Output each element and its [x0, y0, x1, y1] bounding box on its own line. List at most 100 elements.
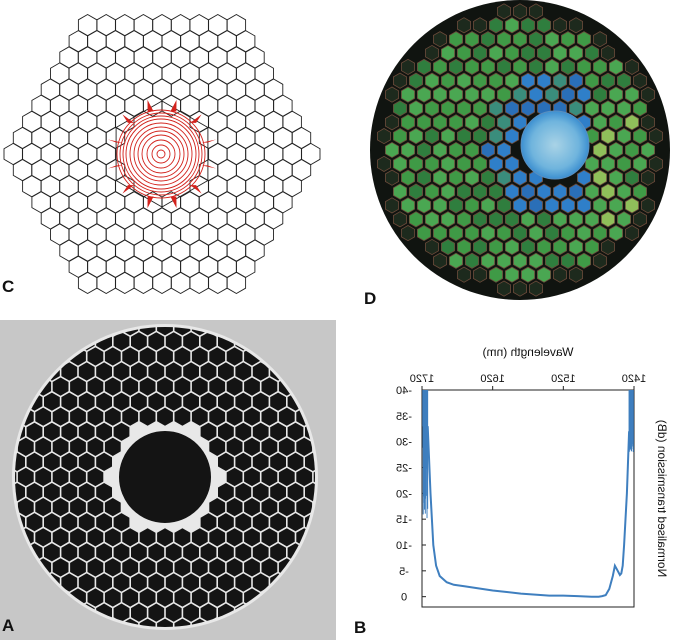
micrograph-cell [584, 72, 600, 89]
micrograph-cell [496, 280, 512, 297]
micrograph-cell [441, 72, 455, 89]
micrograph-cell [624, 197, 640, 214]
micrograph-cell [488, 17, 504, 34]
micrograph-cell [600, 100, 616, 117]
y-tick-label: -5 [399, 566, 409, 578]
sem-cell [52, 377, 69, 396]
x-tick-label: 1720 [410, 373, 434, 385]
micrograph-cell [560, 252, 576, 269]
micrograph-cell [457, 266, 472, 283]
y-tick-label: -20 [396, 488, 412, 500]
mode-contour-ring [137, 130, 185, 178]
micrograph-cell [568, 183, 584, 200]
micrograph-cell [520, 266, 536, 283]
micrograph-cell [441, 183, 455, 200]
micrograph-cell [520, 17, 536, 34]
sem-cell [122, 347, 139, 366]
sem-cell [148, 362, 165, 381]
micrograph-cell [488, 72, 504, 89]
sem-cell [26, 483, 43, 502]
micrograph-cell [512, 169, 528, 186]
sem-cell [235, 483, 252, 502]
panel-d-label: D [364, 289, 377, 308]
sem-cell [70, 467, 86, 487]
micrograph-cell [433, 114, 447, 131]
sem-cell [131, 362, 147, 381]
sem-cell [235, 452, 252, 471]
sem-cell [44, 452, 60, 471]
panel-b-chart: 1420 1520 1620 1720 Wavelength (nm) -40 -35 -30… [396, 345, 669, 608]
micrograph-cell [465, 86, 480, 103]
panel-a-label-text: A [2, 616, 15, 635]
micrograph-cell [480, 114, 496, 131]
sem-cell [226, 528, 243, 547]
y-tick-label: -40 [396, 385, 412, 397]
sem-cell [15, 452, 25, 471]
sem-cell [44, 513, 60, 532]
sem-cell [61, 422, 78, 441]
micrograph-cell [457, 155, 472, 172]
micrograph-cell [600, 72, 616, 89]
sem-cell [244, 558, 260, 577]
micrograph-cell [425, 44, 439, 62]
sem-cell [261, 528, 278, 547]
micrograph-cell [600, 183, 616, 200]
micrograph-cell [528, 280, 544, 297]
micrograph-cell [504, 44, 520, 62]
micrograph-cell [576, 169, 592, 186]
sem-cell [165, 543, 182, 562]
micrograph-cell [552, 238, 568, 256]
micrograph-cell [576, 86, 592, 103]
sem-cell [96, 362, 112, 381]
sem-cell [261, 407, 278, 426]
micrograph-cell [496, 197, 512, 214]
micrograph-cell [441, 100, 455, 117]
guided-mode-core [520, 110, 590, 180]
sem-cell [17, 437, 34, 456]
micrograph-cell [624, 58, 640, 75]
sem-cell [252, 513, 269, 532]
micrograph-cell [433, 197, 447, 214]
sem-cell [218, 483, 234, 502]
micrograph-cell [600, 238, 616, 256]
sem-cell [165, 362, 182, 381]
core-boundary [115, 100, 209, 208]
micrograph-cell [433, 31, 447, 48]
sem-cell [183, 392, 199, 411]
sem-cell [218, 513, 234, 532]
sem-cell [104, 558, 121, 577]
micrograph-cell [592, 141, 608, 159]
micrograph-cell [465, 225, 480, 242]
micrograph-cell [616, 72, 632, 89]
micrograph-cell [584, 238, 600, 256]
hollow-core [117, 429, 213, 525]
sem-cell [52, 437, 69, 456]
sem-cell [87, 588, 104, 607]
micrograph-cell [520, 211, 536, 228]
sem-cell [287, 513, 304, 532]
micrograph-cell [441, 155, 455, 172]
micrograph-cell [449, 252, 463, 269]
sem-cell [165, 332, 182, 351]
sem-cell [200, 513, 217, 532]
sem-cell [209, 377, 226, 396]
micrograph-cell [504, 238, 520, 256]
micrograph-cell [568, 211, 584, 228]
sem-cell [174, 377, 191, 396]
sem-cell [139, 528, 156, 547]
sem-cell [278, 407, 295, 426]
sem-cell [305, 483, 315, 502]
micrograph-cell [393, 100, 407, 117]
sem-cell [15, 483, 25, 502]
contour-spike [190, 114, 202, 123]
plot-frame [421, 389, 635, 608]
micrograph-cell [417, 225, 431, 242]
band-edge-noise [422, 390, 634, 519]
mode-contour-ring [133, 126, 189, 182]
micrograph-cell [409, 128, 423, 145]
sem-cell [113, 392, 130, 411]
sem-cell [70, 498, 86, 517]
micrograph-cell [536, 266, 552, 283]
micrograph-cell [584, 211, 600, 228]
micrograph-cell [409, 72, 423, 89]
